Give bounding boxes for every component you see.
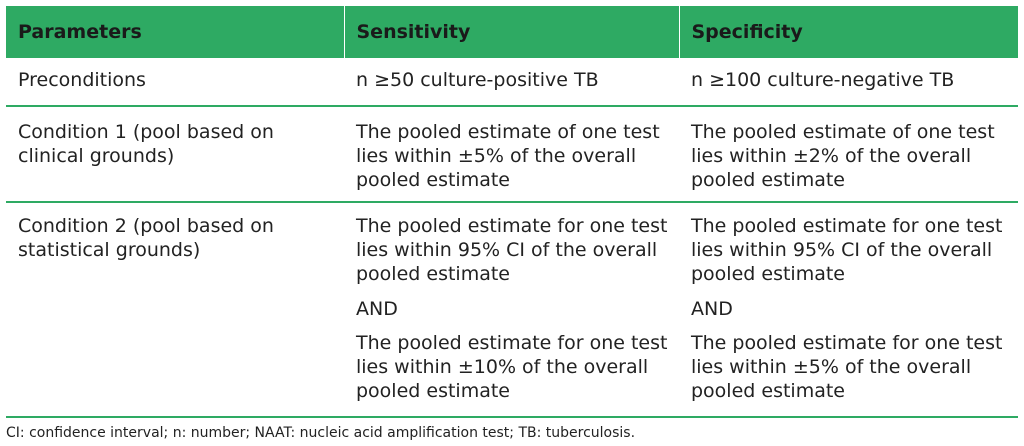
sensitivity-and-connector: AND <box>356 298 398 320</box>
table-row-preconditions: Preconditions n ≥50 culture-positive TB … <box>6 58 1018 107</box>
criteria-table-container: Parameters Sensitivity Specificity Preco… <box>6 6 1018 418</box>
header-sensitivity: Sensitivity <box>344 6 680 58</box>
cell-specificity: The pooled estimate for one test lies wi… <box>679 202 1018 418</box>
cell-parameter: Condition 2 (pool based on statistical g… <box>6 202 344 418</box>
cell-sensitivity: The pooled estimate for one test lies wi… <box>344 202 679 418</box>
header-specificity: Specificity <box>679 6 1018 58</box>
cell-parameter: Preconditions <box>6 58 344 107</box>
table-header-row: Parameters Sensitivity Specificity <box>6 6 1018 58</box>
criteria-table: Parameters Sensitivity Specificity Preco… <box>6 6 1018 418</box>
cell-parameter: Condition 1 (pool based on clinical grou… <box>6 106 344 203</box>
cell-specificity: The pooled estimate of one test lies wit… <box>679 106 1018 203</box>
table-row-condition-1: Condition 1 (pool based on clinical grou… <box>6 106 1018 203</box>
cell-sensitivity: The pooled estimate of one test lies wit… <box>344 106 679 203</box>
specificity-criterion-1: The pooled estimate for one test lies wi… <box>691 215 1003 285</box>
table-footnote: CI: confidence interval; n: number; NAAT… <box>6 425 636 441</box>
sensitivity-criterion-2: The pooled estimate for one test lies wi… <box>356 332 668 402</box>
table-row-condition-2: Condition 2 (pool based on statistical g… <box>6 202 1018 418</box>
cell-sensitivity: n ≥50 culture-positive TB <box>344 58 679 107</box>
specificity-criterion-2: The pooled estimate for one test lies wi… <box>691 332 1003 402</box>
cell-specificity: n ≥100 culture-negative TB <box>679 58 1018 107</box>
sensitivity-criterion-1: The pooled estimate for one test lies wi… <box>356 215 668 285</box>
specificity-and-connector: AND <box>691 298 733 320</box>
header-parameters: Parameters <box>6 6 345 58</box>
